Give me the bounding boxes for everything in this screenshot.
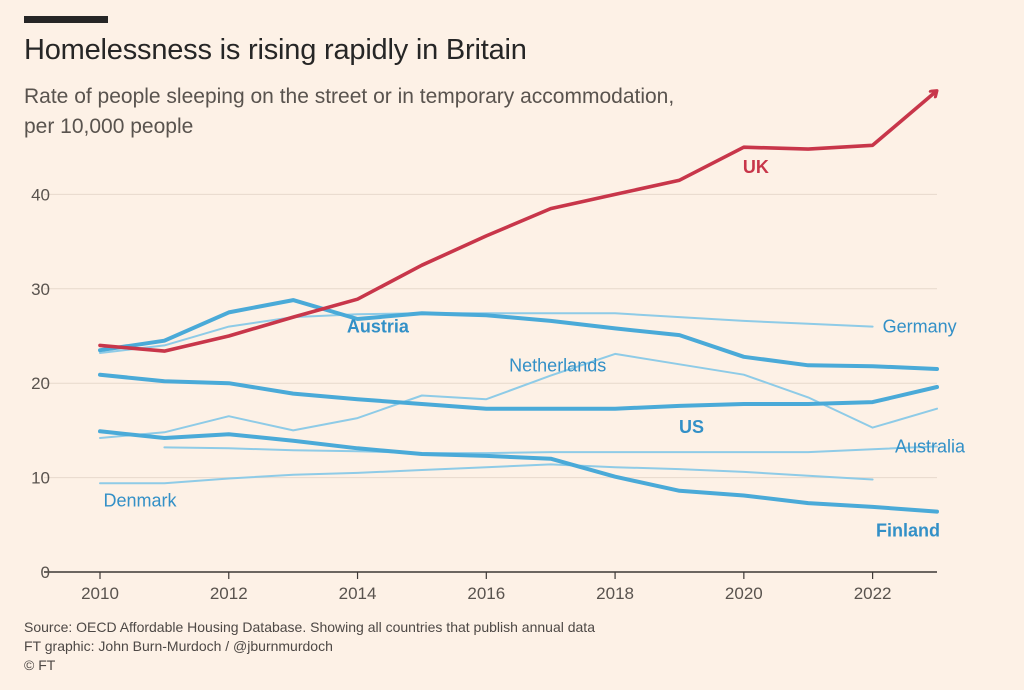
subtitle-line-1: Rate of people sleeping on the street or… — [24, 85, 675, 108]
series-line-netherlands — [99, 352, 938, 439]
header-rule — [24, 16, 108, 23]
label-layer: UK Austria Germany US Netherlands Australia Fi… — [103, 157, 966, 540]
series-label-netherlands: Netherlands — [509, 356, 606, 376]
line-chart: 0 10 20 30 40 2010 2012 2014 2016 2018 2020 2022 UK… — [31, 0, 966, 603]
x-tick-label: 2020 — [725, 584, 763, 603]
y-tick-label: 30 — [31, 280, 50, 299]
x-tick-label: 2022 — [854, 584, 892, 603]
copyright: © FT — [24, 657, 56, 673]
series-layer — [98, 92, 939, 514]
x-tick-label: 2018 — [596, 584, 634, 603]
series-line-denmark — [99, 463, 874, 485]
series-label-us: US — [679, 417, 704, 437]
subtitle-line-2: per 10,000 people — [24, 115, 194, 138]
series-line-austria — [98, 298, 939, 371]
series-line-us — [98, 372, 939, 411]
series-line-uk — [98, 92, 936, 353]
chart-subtitle: Rate of people sleeping on the street or… — [24, 82, 744, 142]
graphic-credit: FT graphic: John Burn-Murdoch / @jburnmu… — [24, 638, 333, 654]
series-line-australia — [163, 445, 938, 455]
series-line-finland — [98, 429, 939, 514]
source-note: Source: OECD Affordable Housing Database… — [24, 619, 595, 635]
y-tick-label: 10 — [31, 469, 50, 488]
y-tick-label: 20 — [31, 374, 50, 393]
y-tick-label: 0 — [41, 563, 50, 582]
series-label-denmark: Denmark — [103, 490, 177, 510]
series-label-germany: Germany — [883, 317, 957, 337]
grid-layer: 0 10 20 30 40 2010 2012 2014 2016 2018 2020 2022 — [31, 185, 937, 603]
series-label-austria: Austria — [347, 316, 410, 336]
y-tick-label: 40 — [31, 185, 50, 204]
x-tick-label: 2012 — [210, 584, 248, 603]
footer: Source: OECD Affordable Housing Database… — [24, 618, 595, 675]
series-label-uk: UK — [743, 157, 769, 177]
x-tick-label: 2010 — [81, 584, 119, 603]
x-tick-label: 2016 — [467, 584, 505, 603]
series-label-finland: Finland — [876, 521, 940, 541]
x-tick-label: 2014 — [339, 584, 377, 603]
series-label-australia: Australia — [895, 436, 966, 456]
chart-title: Homelessness is rising rapidly in Britai… — [24, 34, 527, 66]
